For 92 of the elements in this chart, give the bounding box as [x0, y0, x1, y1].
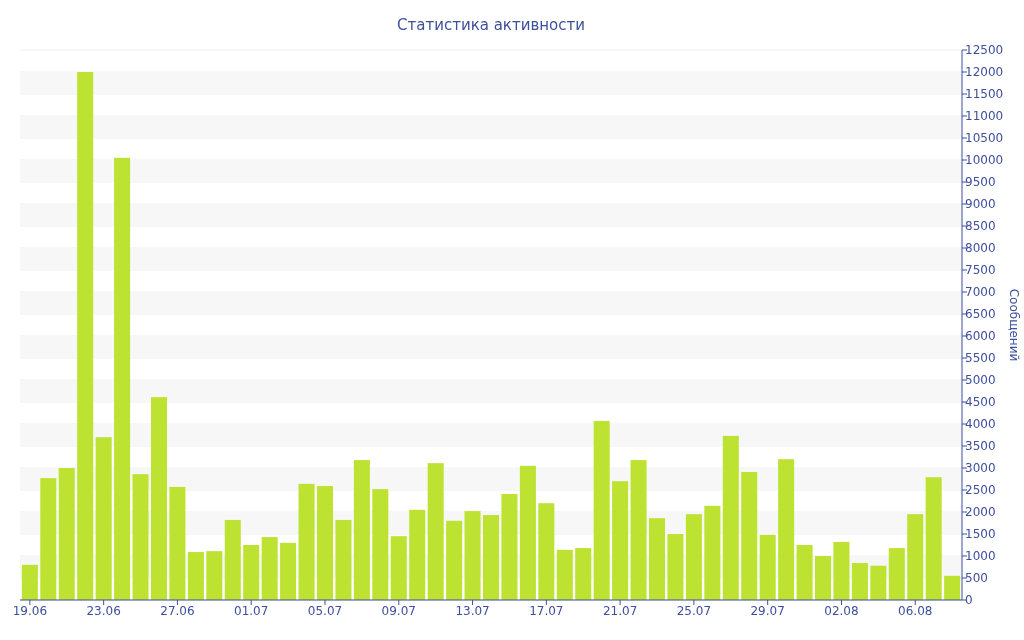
y-tick-label: 7000 [965, 285, 996, 300]
bar [353, 460, 370, 600]
bar [114, 157, 131, 600]
bar [224, 519, 241, 600]
y-tick-label: 4500 [965, 395, 996, 410]
bar [132, 474, 149, 600]
y-tick-label: 8500 [965, 219, 996, 234]
x-tick-label: 09.07 [381, 604, 416, 618]
bar [519, 465, 536, 600]
bar [95, 437, 112, 600]
x-tick-label: 02.08 [824, 604, 859, 618]
y-tick-label: 7500 [965, 263, 996, 278]
bar [851, 563, 868, 600]
y-tick-label: 1500 [965, 527, 996, 542]
bar [409, 509, 426, 600]
bar [390, 536, 407, 600]
bar [243, 545, 260, 600]
bar [814, 556, 832, 600]
bar [40, 478, 57, 600]
bar [685, 514, 702, 600]
y-tick-label: 5500 [965, 351, 996, 366]
bar [704, 505, 721, 600]
chart-title: Статистика активности [397, 16, 585, 34]
y-tick-label: 3500 [965, 439, 996, 454]
x-tick-label: 27.06 [160, 604, 195, 618]
bar [58, 468, 75, 600]
bar [372, 489, 389, 600]
y-tick-label: 6500 [965, 307, 996, 322]
bar [759, 534, 776, 600]
y-tick-label: 1000 [965, 549, 996, 564]
y-tick-label: 12000 [965, 65, 1004, 80]
bar [907, 514, 924, 600]
bar [77, 72, 94, 600]
x-tick-label: 29.07 [750, 604, 785, 618]
bar [630, 460, 647, 600]
bar [833, 541, 850, 600]
y-tick-label: 12500 [965, 43, 1004, 58]
bar [796, 545, 813, 600]
y-tick-label: 0 [965, 593, 973, 608]
y-tick-label: 5000 [965, 373, 996, 388]
bar [206, 551, 223, 600]
x-tick-label: 19.06 [12, 604, 48, 618]
bar [169, 486, 186, 600]
y-tick-label: 11000 [965, 109, 1004, 124]
y-tick-label: 4000 [965, 417, 996, 432]
bar [150, 397, 168, 600]
y-tick-label: 10000 [965, 153, 1004, 168]
bar [888, 548, 905, 600]
bar [335, 519, 352, 600]
y-tick-label: 10500 [965, 131, 1004, 146]
x-tick-label: 17.07 [529, 604, 564, 618]
bar [556, 549, 573, 600]
y-tick-label: 3000 [965, 461, 996, 476]
bar [538, 503, 555, 600]
bar [482, 515, 500, 600]
bar [446, 520, 463, 600]
x-tick-label: 21.07 [602, 604, 638, 618]
bar [298, 483, 315, 600]
y-tick-label: 500 [965, 571, 988, 586]
bar [464, 511, 481, 600]
y-tick-label: 6000 [965, 329, 996, 344]
bar [21, 564, 38, 600]
bar [612, 481, 629, 600]
bar [575, 548, 592, 600]
y-tick-label: 9500 [965, 175, 996, 190]
bar [427, 463, 444, 600]
y-tick-label: 11500 [965, 87, 1004, 102]
y-tick-label: 2000 [965, 505, 996, 520]
bar [741, 471, 758, 600]
y-axis-title: Сообщений [1007, 288, 1021, 362]
bar [944, 575, 961, 600]
x-tick-label: 25.07 [676, 604, 712, 618]
bar [501, 493, 518, 600]
bar [778, 459, 795, 600]
bar [667, 534, 684, 600]
x-tick-label: 01.07 [234, 604, 269, 618]
x-tick-label: 23.06 [86, 604, 121, 618]
bar [648, 518, 666, 600]
bar [722, 435, 739, 600]
x-tick-label: 06.08 [898, 604, 933, 618]
y-tick-label: 8000 [965, 241, 996, 256]
y-tick-label: 9000 [965, 197, 996, 212]
bar [280, 542, 297, 600]
bar [187, 552, 204, 600]
x-tick-label: 13.07 [455, 604, 490, 618]
y-tick-label: 2500 [965, 483, 996, 498]
x-tick-label: 05.07 [307, 604, 343, 618]
bar [316, 486, 334, 600]
bar [593, 420, 610, 600]
bar [925, 477, 942, 600]
bar [870, 565, 887, 600]
bar [261, 537, 278, 600]
